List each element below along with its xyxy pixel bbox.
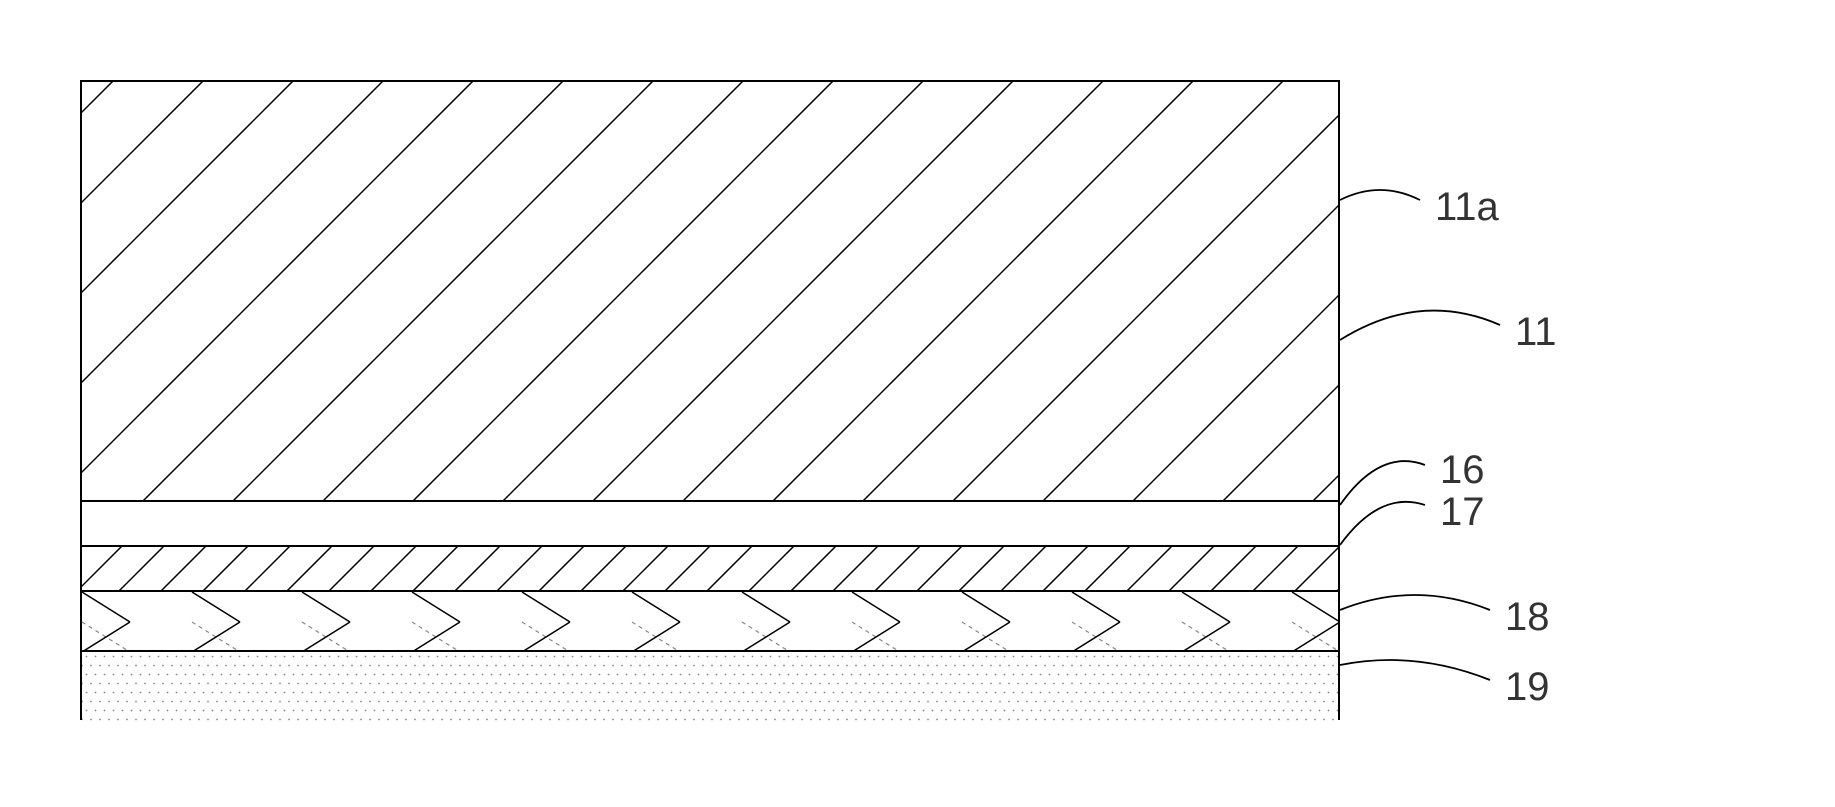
layer-18	[82, 592, 1338, 652]
leader-11	[1340, 311, 1500, 340]
layer-stack	[80, 80, 1340, 720]
label-16: 16	[1440, 448, 1485, 493]
leader-19	[1340, 660, 1490, 680]
label-11a: 11a	[1435, 185, 1499, 230]
layer-11	[82, 82, 1338, 502]
layer-17	[82, 547, 1338, 592]
layer-19	[82, 652, 1338, 722]
layer-16	[82, 502, 1338, 547]
leader-16	[1340, 461, 1425, 505]
leader-11a	[1340, 190, 1420, 200]
label-11: 11	[1515, 310, 1557, 355]
diagram-container: 11a1116171819	[40, 40, 1540, 760]
label-19: 19	[1505, 665, 1550, 710]
leader-18	[1340, 595, 1490, 610]
label-17: 17	[1440, 490, 1485, 535]
leader-17	[1340, 502, 1425, 545]
label-18: 18	[1505, 595, 1550, 640]
